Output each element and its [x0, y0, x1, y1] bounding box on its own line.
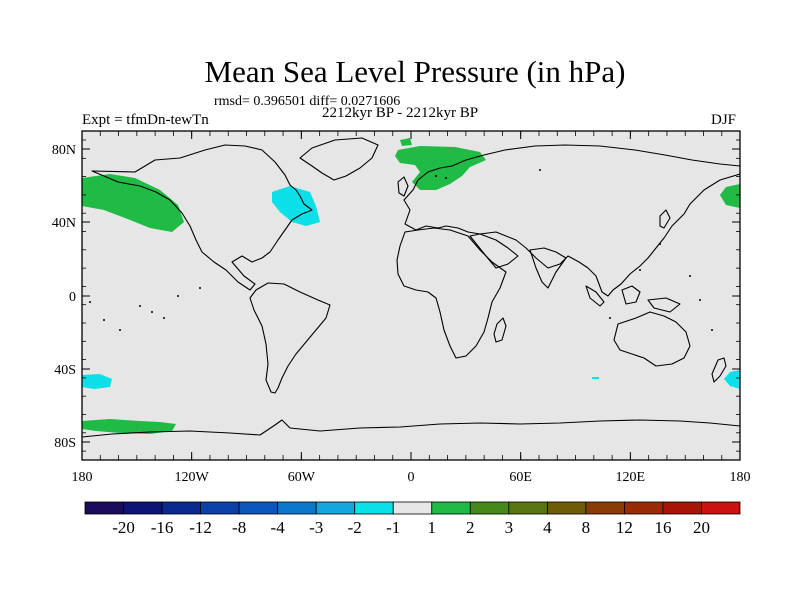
experiment-label: Expt = tfmDn-tewTn	[82, 112, 209, 128]
colorbar-swatch	[624, 501, 664, 515]
southeast-pacific-low	[724, 370, 740, 389]
new-guinea-coast	[647, 297, 681, 313]
colorbar-swatch	[315, 501, 356, 515]
colorbar-swatch	[84, 501, 124, 515]
island-dot	[445, 177, 447, 179]
south-pacific-low	[82, 374, 112, 389]
lon-label: 60W	[288, 470, 316, 485]
colorbar-label: 12	[616, 518, 633, 537]
colorbar-swatch	[662, 501, 702, 515]
colorbar-label: -8	[232, 518, 246, 537]
coastlines	[82, 137, 740, 438]
japan-coast	[659, 209, 671, 229]
island-dot	[89, 301, 91, 303]
lat-label: 40S	[54, 363, 76, 378]
colorbar-swatch	[431, 501, 471, 515]
colorbar-swatch	[546, 501, 587, 515]
colorbar-swatch	[238, 501, 279, 515]
lon-label: 120E	[616, 470, 646, 485]
plot-title: Mean Sea Level Pressure (in hPa)	[204, 54, 626, 89]
colorbar-swatch	[277, 501, 317, 515]
map-background	[82, 131, 740, 460]
antarctic-high	[82, 419, 176, 434]
islands	[89, 169, 713, 331]
colorbar-swatch	[585, 501, 625, 515]
new-zealand-coast	[711, 357, 727, 383]
island-dot	[119, 329, 121, 331]
island-dot	[609, 317, 611, 319]
lon-label: 120W	[175, 470, 210, 485]
colorbar: -20 -16 -12 -8 -4 -3 -2 -1 1 2 3 4 8 12 16 20	[84, 501, 741, 537]
colorbar-swatch	[161, 501, 201, 515]
colorbar-label: -1	[386, 518, 400, 537]
island-dot	[139, 305, 141, 307]
colorbar-swatch	[123, 501, 163, 515]
island-dot	[435, 175, 437, 177]
lon-label: 60E	[509, 470, 532, 485]
island-dot	[639, 269, 641, 271]
lat-label: 80S	[54, 436, 76, 451]
borneo-coast	[621, 285, 641, 305]
lon-label: 0	[408, 470, 415, 485]
colorbar-label: -20	[112, 518, 135, 537]
africa-coast	[396, 227, 507, 359]
island-dot	[659, 243, 661, 245]
colorbar-label: 20	[693, 518, 710, 537]
stats-label: rmsd= 0.396501 diff= 0.0271606	[214, 94, 401, 109]
lat-label: 0	[69, 290, 76, 305]
colorbar-swatch	[392, 501, 433, 515]
colorbar-label: 3	[505, 518, 514, 537]
north-pacific-high	[82, 174, 184, 232]
colorbar-label: -4	[271, 518, 286, 537]
indian-ocean-low	[592, 377, 599, 379]
colorbar-label: 4	[543, 518, 552, 537]
colorbar-label: 8	[582, 518, 591, 537]
colorbar-label: -3	[309, 518, 323, 537]
colorbar-swatch	[200, 501, 240, 515]
india-coast	[529, 247, 567, 289]
colorbar-swatch	[508, 501, 548, 515]
colorbar-swatch	[469, 501, 510, 515]
island-dot	[689, 275, 691, 277]
australia-coast	[613, 311, 691, 367]
lat-label: 80N	[52, 143, 76, 158]
antarctica-coast	[82, 419, 740, 438]
northwest-atlantic-low	[272, 186, 320, 226]
south-america-coast	[249, 282, 331, 394]
negative-anomaly-regions	[82, 186, 740, 389]
island-dot	[699, 299, 701, 301]
latitude-axis: 80N 40N 0 40S 80S	[52, 139, 740, 452]
colorbar-label: 1	[428, 518, 437, 537]
lon-label: 180	[72, 470, 93, 485]
island-dot	[199, 287, 201, 289]
sumatra-coast	[585, 285, 605, 307]
colorbar-label: -12	[189, 518, 212, 537]
period-label: 2212kyr BP - 2212kyr BP	[322, 105, 479, 121]
madagascar-coast	[493, 317, 507, 343]
colorbar-label: -2	[348, 518, 362, 537]
eurasia-coast	[403, 144, 740, 297]
uk-coast	[397, 176, 409, 197]
greenland-coast	[299, 137, 379, 181]
colorbar-label: 16	[654, 518, 671, 537]
island-dot	[711, 329, 713, 331]
lon-label: 180	[730, 470, 751, 485]
lat-label: 40N	[52, 216, 76, 231]
season-label: DJF	[711, 112, 737, 128]
colorbar-label: -16	[151, 518, 174, 537]
longitude-axis: 180 120W 60W 0 60E 120E 180	[72, 131, 751, 485]
island-dot	[539, 169, 541, 171]
island-dot	[163, 317, 165, 319]
island-dot	[177, 295, 179, 297]
arabia-coast	[469, 233, 519, 269]
colorbar-swatch	[701, 501, 741, 515]
island-dot	[151, 311, 153, 313]
north-america-coast	[91, 144, 313, 291]
island-dot	[103, 319, 105, 321]
colorbar-label: 2	[466, 518, 475, 537]
north-pacific-high-east	[720, 184, 740, 208]
arctic-high-patch	[400, 138, 412, 146]
colorbar-swatch	[354, 501, 394, 515]
